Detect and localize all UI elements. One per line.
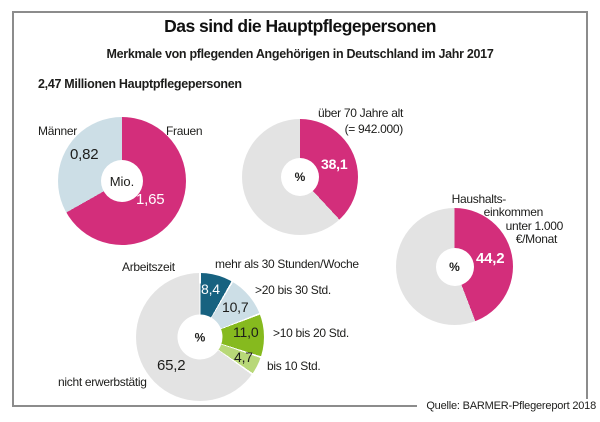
label-maenner: Männer [38,124,77,138]
income-donut-chart: % [396,208,513,325]
income-center-label: % [449,259,460,274]
age-center-label: % [294,170,306,184]
value-income: 44,2 [476,250,505,267]
value-frauen: 1,65 [136,191,165,208]
value-10-to-20h: 11,0 [233,324,259,340]
value-more-than-30h: 8,4 [201,281,220,297]
total-caregivers-label: 2,47 Millionen Hauptpflegepersonen [38,77,242,91]
worktime-donut-chart: % [136,273,264,401]
label-frauen: Frauen [166,124,203,138]
worktime-donut-center: % [177,314,223,360]
age-label-line-1: über 70 Jahre alt [318,106,403,120]
label-up-to-10h: bis 10 Std. [267,359,321,373]
gender-donut-chart: Mio. [58,117,186,245]
age-donut-center: % [281,158,319,196]
value-20-to-30h: 10,7 [222,299,249,315]
label-not-employed: nicht erwerbstätig [58,375,147,389]
frame-border [12,11,588,407]
income-label-line-4: €/Monat [515,232,558,246]
label-20-to-30h: >20 bis 30 Std. [255,283,331,297]
gender-center-label: Mio. [109,173,135,189]
page-title: Das sind die Hauptpflegepersonen [164,16,436,36]
worktime-center-label: % [194,330,206,344]
value-up-to-10h: 4,7 [234,349,253,365]
income-label-line-2: einkommen [483,205,544,219]
label-10-to-20h: >10 bis 20 Std. [273,326,349,340]
worktime-chart-title: Arbeitszeit [122,260,175,274]
value-maenner: 0,82 [70,146,99,163]
gender-donut-center: Mio. [101,160,143,202]
income-label-line-3: unter 1.000 [505,219,564,233]
label-more-than-30h: mehr als 30 Stunden/Woche [215,257,359,271]
source-note: Quelle: BARMER-Pflegereport 2018 [417,399,598,413]
age-donut-chart: % [242,119,358,235]
income-donut-center: % [435,247,474,286]
value-not-employed: 65,2 [157,357,186,374]
value-age-over-70: 38,1 [321,156,348,172]
age-label-line-2: (= 942.000) [344,122,404,136]
income-label-line-1: Haushalts- [451,192,507,206]
page-subtitle: Merkmale von pflegenden Angehörigen in D… [106,47,494,61]
